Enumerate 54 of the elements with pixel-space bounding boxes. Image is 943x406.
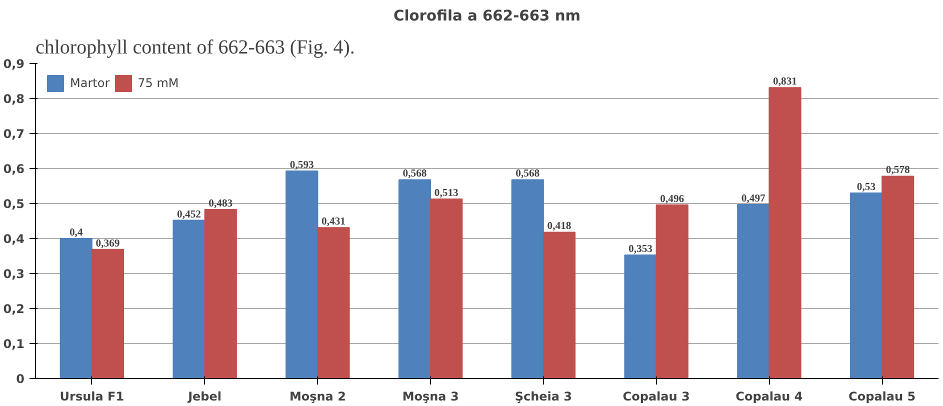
data-label: 0,831 — [773, 76, 797, 88]
legend-label: Martor — [70, 76, 110, 90]
data-label: 0,483 — [208, 198, 233, 210]
data-label: 0,568 — [402, 168, 427, 180]
x-tick-label: Copalau 3 — [622, 390, 690, 404]
data-label: 0,496 — [660, 194, 685, 205]
data-label: 0,568 — [516, 168, 540, 180]
bar — [204, 208, 237, 378]
data-label: 0,497 — [741, 194, 766, 205]
x-tick-label: Şcheia 3 — [514, 390, 572, 404]
data-label: 0,452 — [177, 209, 202, 220]
bar — [172, 220, 206, 378]
x-tick-label: Jebel — [187, 390, 222, 404]
bar — [398, 179, 432, 378]
data-label: 0,578 — [886, 165, 910, 176]
bar — [882, 176, 914, 378]
y-tick-label: 0,4 — [3, 232, 25, 246]
bar — [286, 170, 318, 378]
y-tick-label: 0,9 — [3, 57, 25, 71]
x-tick-label: Moşna 3 — [402, 390, 459, 404]
data-label: 0,53 — [856, 182, 876, 193]
y-tick-label: 0,5 — [3, 197, 25, 211]
bar — [60, 238, 92, 378]
y-tick-label: 0,1 — [3, 337, 25, 351]
bar — [317, 227, 350, 378]
y-tick-label: 0 — [16, 372, 25, 386]
data-label: 0,4 — [69, 228, 84, 238]
bar — [850, 192, 883, 378]
y-tick-label: 0,8 — [3, 92, 25, 106]
bar — [542, 232, 576, 378]
bar — [737, 204, 770, 378]
y-tick-label: 0,2 — [3, 302, 25, 316]
y-tick-label: 0,6 — [3, 162, 25, 176]
bar — [624, 254, 657, 378]
data-label: 0,593 — [290, 160, 314, 171]
x-tick-label: Copalau 5 — [848, 390, 916, 404]
bar — [91, 248, 124, 378]
bar — [768, 87, 802, 378]
legend-label: 75 mM — [138, 76, 179, 90]
x-tick-label: Moşna 2 — [289, 390, 346, 404]
chart-title: Clorofila a 662-663 nm — [393, 8, 581, 24]
bar — [430, 198, 463, 378]
data-label: 0,369 — [96, 238, 120, 250]
y-tick-label: 0,7 — [3, 127, 25, 141]
data-label: 0,431 — [322, 216, 346, 228]
data-label: 0,418 — [547, 221, 572, 232]
x-tick-label: Ursula F1 — [60, 390, 124, 404]
x-tick-label: Copalau 4 — [736, 390, 803, 404]
data-label: 0,353 — [628, 244, 653, 255]
text: chlorophyll content of 662-663 (Fig. 4). — [36, 36, 355, 58]
bar — [511, 179, 544, 378]
bar — [656, 204, 688, 378]
y-tick-label: 0,3 — [3, 267, 25, 281]
data-label: 0,513 — [434, 188, 458, 199]
